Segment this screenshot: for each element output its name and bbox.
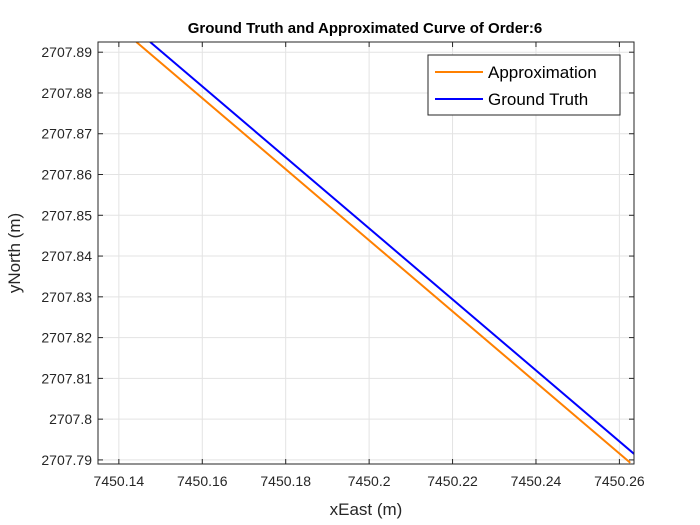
y-tick-label: 2707.82 xyxy=(41,330,92,346)
tick-labels: 7450.14 7450.16 7450.18 7450.2 7450.22 7450.2… xyxy=(41,44,645,489)
legend-label-ground-truth: Ground Truth xyxy=(488,90,588,109)
x-tick-label: 7450.14 xyxy=(94,473,145,489)
x-tick-label: 7450.24 xyxy=(511,473,562,489)
x-tick-label: 7450.18 xyxy=(260,473,311,489)
series-line-approximation xyxy=(135,42,631,464)
y-tick-label: 2707.84 xyxy=(41,248,92,264)
legend: Approximation Ground Truth xyxy=(427,54,621,116)
y-tick-label: 2707.79 xyxy=(41,452,92,468)
legend-box xyxy=(427,54,621,116)
chart-title: Ground Truth and Approximated Curve of O… xyxy=(188,20,542,37)
y-tick-label: 2707.87 xyxy=(41,126,92,142)
y-axis-label: yNorth (m) xyxy=(5,213,24,293)
y-tick-label: 2707.85 xyxy=(41,207,92,223)
y-tick-label: 2707.8 xyxy=(49,411,92,427)
plot-lines xyxy=(135,42,634,464)
y-tick-label: 2707.83 xyxy=(41,289,92,305)
y-tick-label: 2707.89 xyxy=(41,44,92,60)
x-axis-label: xEast (m) xyxy=(330,500,403,519)
legend-label-approximation: Approximation xyxy=(488,63,597,82)
x-tick-label: 7450.22 xyxy=(427,473,478,489)
y-tick-label: 2707.81 xyxy=(41,370,92,386)
series-line-ground-truth xyxy=(149,42,634,455)
x-tick-label: 7450.16 xyxy=(177,473,228,489)
x-tick-label: 7450.26 xyxy=(594,473,645,489)
plot-frame xyxy=(97,41,635,465)
ticks xyxy=(98,42,634,464)
y-tick-label: 2707.86 xyxy=(41,167,92,183)
x-tick-label: 7450.2 xyxy=(348,473,391,489)
y-tick-label: 2707.88 xyxy=(41,85,92,101)
